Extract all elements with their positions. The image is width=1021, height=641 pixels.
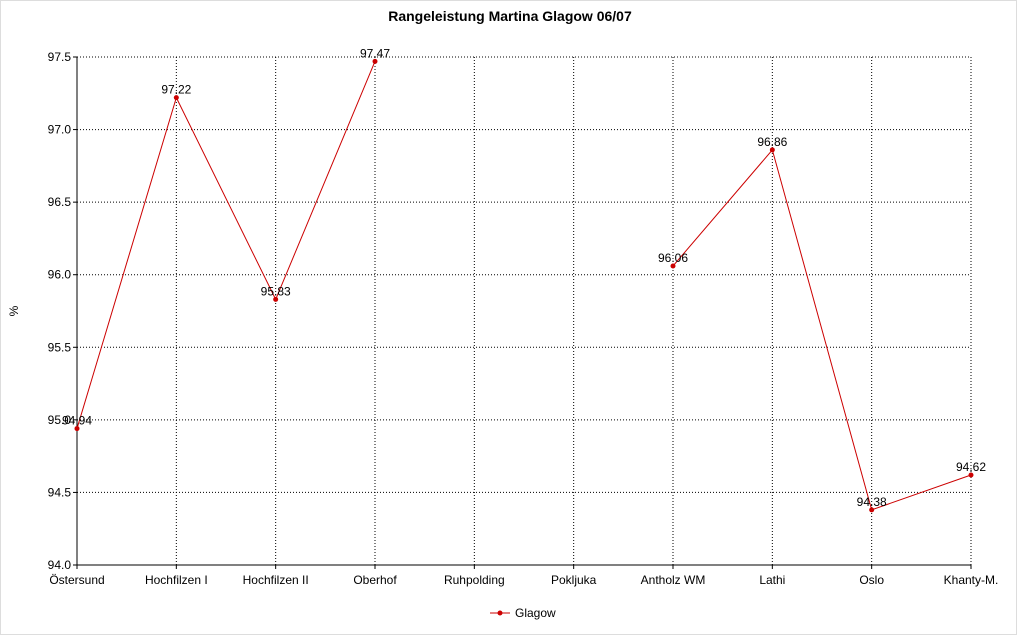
x-tick-label: Oslo <box>859 573 884 587</box>
chart-title: Rangeleistung Martina Glagow 06/07 <box>388 8 632 24</box>
x-tick-label: Hochfilzen II <box>243 573 309 587</box>
y-tick-label: 94.0 <box>48 558 72 572</box>
point <box>372 58 378 64</box>
y-tick-label: 97.5 <box>48 50 72 64</box>
point <box>869 507 875 513</box>
x-tick-label: Hochfilzen I <box>145 573 208 587</box>
data-label: 95.83 <box>261 284 291 298</box>
series-line <box>76 61 972 511</box>
y-axis-label: % <box>7 305 21 316</box>
data-label: 97.22 <box>161 83 191 97</box>
data-label: 94.38 <box>857 495 887 509</box>
data-label: 96.86 <box>757 135 787 149</box>
x-tick-label: Ruhpolding <box>444 573 505 587</box>
x-tick-label: Lathi <box>759 573 785 587</box>
point <box>273 296 279 302</box>
data-label: 97.47 <box>360 46 390 60</box>
data-label: 94.62 <box>956 460 986 474</box>
y-tick-label: 94.5 <box>48 485 72 499</box>
x-tick-label: Oberhof <box>353 573 397 587</box>
point <box>968 472 974 478</box>
point <box>769 147 775 153</box>
x-tick-label: Antholz WM <box>641 573 706 587</box>
y-tick-label: 96.0 <box>48 268 72 282</box>
legend-label: Glagow <box>515 606 556 620</box>
x-tick-label: Östersund <box>49 573 104 587</box>
y-tick-label: 95.0 <box>48 413 72 427</box>
x-tick-label: Khanty-M. <box>944 573 999 587</box>
x-tick-label: Pokljuka <box>551 573 597 587</box>
y-tick-label: 95.5 <box>48 340 72 354</box>
point <box>173 95 179 101</box>
point <box>670 263 676 269</box>
data-label: 94.94 <box>62 414 92 428</box>
y-tick-label: 96.5 <box>48 195 72 209</box>
data-label: 96.06 <box>658 251 688 265</box>
legend-marker <box>497 610 503 616</box>
y-tick-label: 97.0 <box>48 123 72 137</box>
point <box>74 426 80 432</box>
